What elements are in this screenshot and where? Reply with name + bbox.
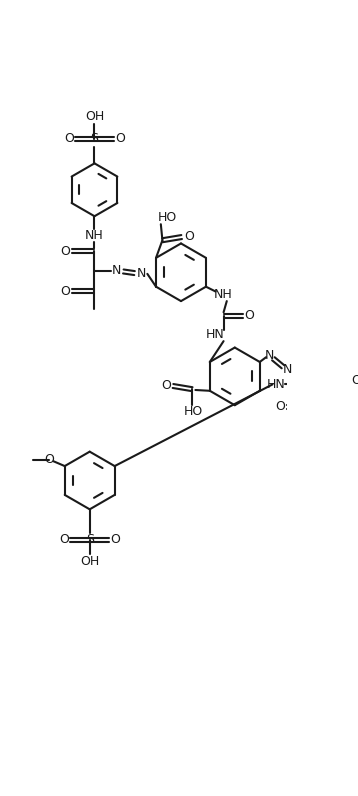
Text: HO: HO bbox=[158, 211, 177, 224]
Text: HN: HN bbox=[266, 378, 285, 391]
Text: N: N bbox=[265, 349, 274, 362]
Text: O: O bbox=[110, 533, 120, 546]
Text: HN: HN bbox=[206, 328, 225, 341]
Text: O: O bbox=[275, 400, 285, 413]
Text: S: S bbox=[86, 533, 94, 546]
Text: N: N bbox=[282, 364, 292, 377]
Text: O: O bbox=[161, 380, 171, 392]
Text: O: O bbox=[60, 245, 70, 258]
Text: O: O bbox=[115, 132, 125, 145]
Text: OH: OH bbox=[80, 555, 99, 568]
Text: S: S bbox=[91, 132, 98, 145]
Text: N: N bbox=[136, 267, 146, 280]
Text: OH: OH bbox=[86, 111, 105, 123]
Text: O: O bbox=[352, 374, 358, 387]
Text: O: O bbox=[244, 309, 254, 322]
Text: NH: NH bbox=[85, 229, 104, 242]
Text: HO: HO bbox=[184, 405, 203, 418]
Text: NH: NH bbox=[214, 288, 233, 301]
Text: O: O bbox=[184, 230, 194, 243]
Text: N: N bbox=[112, 264, 122, 277]
Text: O: O bbox=[44, 453, 54, 466]
Text: O: O bbox=[60, 285, 70, 298]
Text: O: O bbox=[59, 533, 69, 546]
Text: O: O bbox=[64, 132, 74, 145]
